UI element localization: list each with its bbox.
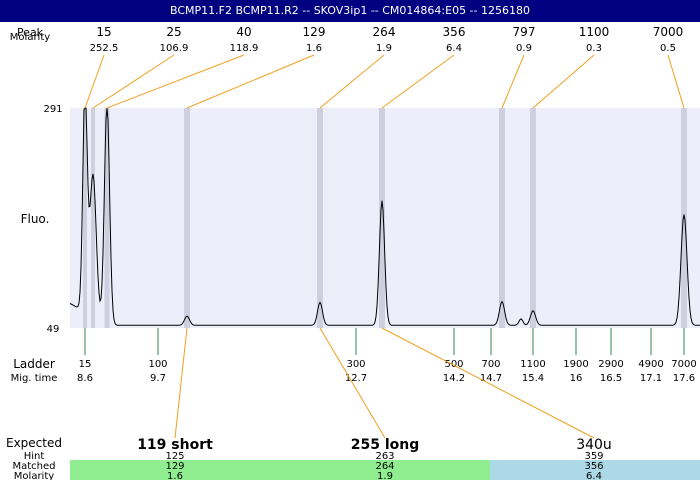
peak-molarity-label: 1.6 (306, 43, 322, 54)
peak-connector (186, 54, 315, 109)
peak-band (104, 108, 110, 328)
peak-molarity-label: 0.9 (516, 43, 532, 54)
peak-connector (381, 54, 455, 109)
peak-size-label: 15 (96, 25, 111, 39)
matched-value: 264 (375, 461, 394, 472)
peak-connector (106, 54, 245, 109)
hint-row-label: Hint (24, 451, 45, 462)
peak-molarity-label: 6.4 (446, 43, 462, 54)
bottom-molarity-row-label: Molarity (14, 471, 54, 480)
peak-size-label: 1100 (579, 25, 610, 39)
peak-size-label: 356 (443, 25, 466, 39)
fluorescence-trace (69, 107, 700, 326)
expected-connector (174, 327, 188, 439)
peak-connector (532, 54, 595, 109)
window-title: BCMP11.F2 BCMP11.R2 -- SKOV3ip1 -- CM014… (0, 0, 700, 22)
expected-fragment-label: 119 short (137, 437, 213, 453)
molarity-row-label: Molarity (10, 32, 50, 43)
y-axis-title: Fluo. (21, 212, 50, 226)
ladder-migtime-label: 15.4 (522, 373, 544, 384)
peak-connector (501, 54, 525, 109)
peak-molarity-label: 106.9 (160, 43, 189, 54)
peak-connector (667, 54, 685, 109)
peak-molarity-label: 0.3 (586, 43, 602, 54)
peak-size-label: 129 (303, 25, 326, 39)
ladder-row-label: Ladder (13, 357, 55, 371)
matched-value: 356 (584, 461, 603, 472)
peak-band (681, 108, 687, 328)
ladder-size-label: 100 (148, 359, 167, 370)
ladder-size-label: 500 (444, 359, 463, 370)
ladder-migtime-label: 8.6 (77, 373, 93, 384)
ladder-size-label: 7000 (671, 359, 696, 370)
matched-bar-blue (490, 460, 700, 480)
ladder-size-label: 700 (481, 359, 500, 370)
peak-band (530, 108, 536, 328)
ladder-size-label: 2900 (598, 359, 623, 370)
matched-row-label: Matched (12, 461, 55, 472)
matched-bar-green (70, 460, 490, 480)
peak-band (83, 108, 87, 328)
peak-band (91, 108, 95, 328)
peak-molarity-label: 1.9 (376, 43, 392, 54)
ladder-migtime-label: 14.7 (480, 373, 502, 384)
ladder-size-label: 1900 (563, 359, 588, 370)
peak-connector (84, 54, 105, 109)
peak-band (499, 108, 505, 328)
ladder-size-label: 4900 (638, 359, 663, 370)
expected-connector (319, 327, 386, 439)
peak-band (184, 108, 190, 328)
ladder-migtime-label: 17.6 (673, 373, 695, 384)
ladder-migtime-label: 16 (570, 373, 583, 384)
matched-molarity-value: 1.6 (167, 471, 183, 480)
peak-size-label: 264 (373, 25, 396, 39)
hint-value: 263 (375, 451, 394, 462)
expected-fragment-label: 255 long (351, 437, 420, 453)
y-axis-max-label: 291 (43, 104, 62, 115)
peak-connector (92, 54, 175, 109)
peak-molarity-label: 118.9 (230, 43, 259, 54)
peak-molarity-label: 0.5 (660, 43, 676, 54)
y-axis-min-label: 49 (47, 324, 60, 335)
ladder-size-label: 1100 (520, 359, 545, 370)
expected-fragment-label: 340u (576, 437, 612, 453)
expected-connector (381, 327, 595, 439)
ladder-migtime-label: 12.7 (345, 373, 367, 384)
peak-size-label: 25 (166, 25, 181, 39)
migtime-row-label: Mig. time (11, 373, 58, 384)
peak-size-label: 797 (513, 25, 536, 39)
matched-molarity-value: 6.4 (586, 471, 602, 480)
peak-molarity-label: 252.5 (90, 43, 119, 54)
hint-value: 359 (584, 451, 603, 462)
hint-value: 125 (165, 451, 184, 462)
peak-row-label: Peak (17, 26, 44, 39)
ladder-migtime-label: 14.2 (443, 373, 465, 384)
peak-connector (319, 54, 385, 109)
peak-band (379, 108, 385, 328)
ladder-size-label: 15 (79, 359, 92, 370)
expected-row-label: Expected (6, 436, 62, 450)
ladder-size-label: 300 (346, 359, 365, 370)
peak-size-label: 7000 (653, 25, 684, 39)
ladder-migtime-label: 9.7 (150, 373, 166, 384)
matched-molarity-value: 1.9 (377, 471, 393, 480)
peak-band (317, 108, 323, 328)
peak-size-label: 40 (236, 25, 251, 39)
ladder-migtime-label: 16.5 (600, 373, 622, 384)
matched-value: 129 (165, 461, 184, 472)
ladder-migtime-label: 17.1 (640, 373, 662, 384)
